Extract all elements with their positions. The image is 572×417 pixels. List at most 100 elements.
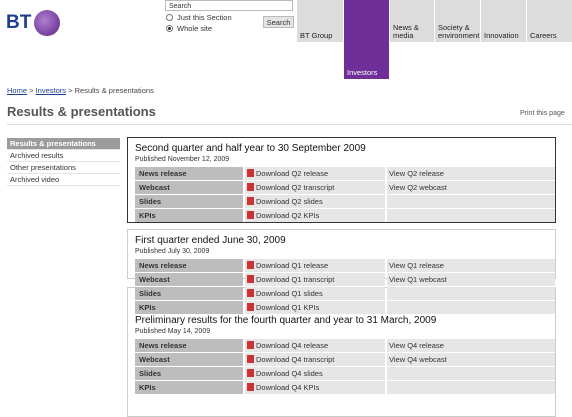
- download-cell[interactable]: Download Q2 release: [245, 167, 385, 180]
- published-date: Published July 30, 2009: [135, 248, 210, 255]
- radio-label: Just this Section: [177, 13, 232, 22]
- pdf-icon: [247, 303, 254, 311]
- sidebar-item[interactable]: Archived video: [7, 174, 120, 186]
- table-row: News release Download Q1 release View Q1 r…: [135, 259, 555, 272]
- nav-label: Careers: [530, 31, 557, 40]
- download-link[interactable]: Download Q4 KPIs: [256, 383, 320, 392]
- download-cell[interactable]: Download Q4 transcript: [245, 353, 385, 366]
- download-cell[interactable]: Download Q2 transcript: [245, 181, 385, 194]
- table-row: Slides Download Q1 slides: [135, 287, 555, 300]
- download-cell[interactable]: Download Q4 release: [245, 339, 385, 352]
- radio-option[interactable]: Just this Section: [166, 13, 232, 22]
- download-cell[interactable]: Download Q2 slides: [245, 195, 385, 208]
- sidebar-item[interactable]: Results & presentations: [7, 138, 120, 150]
- section: Second quarter and half year to 30 Septe…: [135, 143, 555, 223]
- row-label: News release: [135, 339, 243, 352]
- download-link[interactable]: Download Q2 release: [256, 169, 329, 178]
- page-title: Results & presentations: [7, 104, 156, 119]
- nav-tab[interactable]: BT Group: [297, 0, 343, 42]
- crumb-item: Results & presentations: [74, 86, 154, 95]
- download-cell[interactable]: Download Q1 release: [245, 259, 385, 272]
- download-link[interactable]: Download Q1 release: [256, 261, 329, 270]
- page: BT Search Just this Section Whole site S…: [6, 0, 572, 417]
- section-box: [127, 137, 556, 223]
- view-link[interactable]: View Q2 release: [389, 169, 444, 178]
- download-link[interactable]: Download Q1 KPIs: [256, 303, 320, 312]
- row-label: Slides: [135, 287, 243, 300]
- nav-tab[interactable]: Careers: [527, 0, 572, 42]
- view-cell: [387, 209, 555, 222]
- view-link[interactable]: View Q2 webcast: [389, 183, 447, 192]
- view-link[interactable]: View Q4 webcast: [389, 355, 447, 364]
- section-title: Second quarter and half year to 30 Septe…: [135, 143, 366, 154]
- nav-tab[interactable]: Investors: [344, 0, 389, 79]
- nav-tab[interactable]: News & media: [390, 0, 434, 42]
- download-link[interactable]: Download Q1 slides: [256, 289, 323, 298]
- nav-label: Innovation: [484, 31, 519, 40]
- row-label: KPIs: [135, 381, 243, 394]
- view-cell: [387, 301, 555, 314]
- view-link[interactable]: View Q1 webcast: [389, 275, 447, 284]
- row-label: News release: [135, 167, 243, 180]
- separator: >: [29, 86, 34, 95]
- nav-label: Investors: [347, 68, 378, 77]
- table-row: Slides Download Q4 slides: [135, 367, 555, 380]
- radio-label: Whole site: [177, 24, 213, 33]
- download-link[interactable]: Download Q2 KPIs: [256, 211, 320, 220]
- pdf-icon: [247, 183, 254, 191]
- view-link[interactable]: View Q4 release: [389, 341, 444, 350]
- search-input[interactable]: Search: [165, 0, 293, 11]
- view-cell: View Q4 webcast: [387, 353, 555, 366]
- view-link[interactable]: View Q1 release: [389, 261, 444, 270]
- view-cell: [387, 195, 555, 208]
- crumb-item[interactable]: Home: [7, 86, 28, 95]
- download-cell[interactable]: Download Q1 slides: [245, 287, 385, 300]
- table-row: KPIs Download Q2 KPIs: [135, 209, 555, 222]
- pdf-icon: [247, 383, 254, 391]
- pdf-icon: [247, 261, 254, 269]
- download-cell[interactable]: Download Q1 KPIs: [245, 301, 385, 314]
- search-button[interactable]: Search: [263, 16, 294, 28]
- pdf-icon: [247, 275, 254, 283]
- divider: [7, 124, 572, 125]
- pdf-icon: [247, 289, 254, 297]
- table-row: Webcast Download Q4 transcript View Q4 web…: [135, 353, 555, 366]
- sidebar-item[interactable]: Other presentations: [7, 162, 120, 174]
- view-cell: View Q2 webcast: [387, 181, 555, 194]
- section-title: Preliminary results for the fourth quart…: [135, 315, 437, 326]
- download-cell[interactable]: Download Q4 KPIs: [245, 381, 385, 394]
- download-link[interactable]: Download Q1 transcript: [256, 275, 335, 284]
- download-cell[interactable]: Download Q2 KPIs: [245, 209, 385, 222]
- view-cell: View Q4 release: [387, 339, 555, 352]
- view-cell: View Q2 release: [387, 167, 555, 180]
- sidebar-item[interactable]: Archived results: [7, 150, 120, 162]
- table-row: Webcast Download Q1 transcript View Q1 web…: [135, 273, 555, 286]
- nav-label: Society & environment: [438, 23, 480, 40]
- nav-label: News & media: [393, 23, 419, 40]
- nav-tab[interactable]: Society & environment: [435, 0, 480, 42]
- logo[interactable]: BT: [6, 12, 32, 33]
- pdf-icon: [247, 211, 254, 219]
- print-link[interactable]: Print this page: [520, 110, 565, 117]
- published-date: Published November 12, 2009: [135, 156, 230, 163]
- crumb-item[interactable]: Investors: [35, 86, 67, 95]
- section: First quarter ended June 30, 2009 Publish…: [135, 235, 555, 315]
- download-cell[interactable]: Download Q1 transcript: [245, 273, 385, 286]
- print-label: Print this page: [520, 110, 565, 117]
- download-link[interactable]: Download Q2 transcript: [256, 183, 335, 192]
- table-row: Webcast Download Q2 transcript View Q2 web…: [135, 181, 555, 194]
- radio-option[interactable]: Whole site: [166, 24, 212, 33]
- row-label: KPIs: [135, 301, 243, 314]
- download-link[interactable]: Download Q4 slides: [256, 369, 323, 378]
- row-label: Slides: [135, 367, 243, 380]
- download-link[interactable]: Download Q4 transcript: [256, 355, 335, 364]
- download-link[interactable]: Download Q4 release: [256, 341, 329, 350]
- pdf-icon: [247, 341, 254, 349]
- pdf-icon: [247, 197, 254, 205]
- pdf-icon: [247, 169, 254, 177]
- nav-tab[interactable]: Innovation: [481, 0, 526, 42]
- view-cell: View Q1 webcast: [387, 273, 555, 286]
- download-cell[interactable]: Download Q4 slides: [245, 367, 385, 380]
- breadcrumb: Home > Investors > Results & presentatio…: [7, 86, 154, 95]
- download-link[interactable]: Download Q2 slides: [256, 197, 323, 206]
